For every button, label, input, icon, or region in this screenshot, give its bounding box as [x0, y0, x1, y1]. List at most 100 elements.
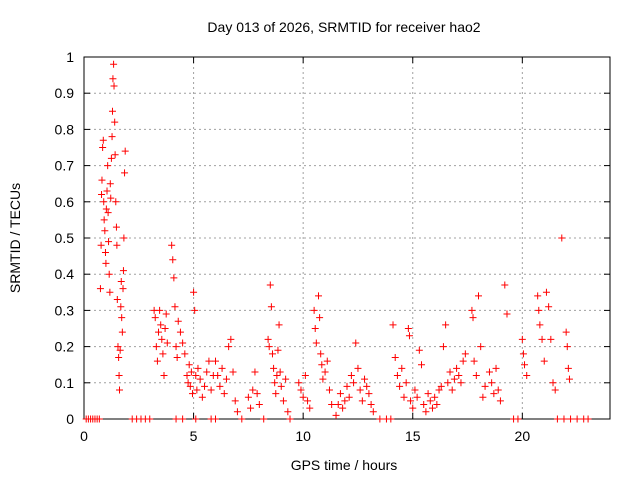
data-point	[551, 386, 559, 394]
data-point	[332, 411, 340, 419]
data-point	[558, 234, 566, 242]
data-point	[431, 393, 439, 401]
data-point	[103, 187, 111, 195]
data-point	[113, 296, 121, 304]
data-point	[112, 223, 120, 231]
data-point	[453, 364, 461, 372]
chart-title: Day 013 of 2026, SRMTID for receiver hao…	[207, 19, 480, 35]
data-point	[301, 372, 309, 380]
data-point	[323, 357, 331, 365]
data-point	[317, 350, 325, 358]
data-point	[168, 241, 176, 249]
data-point	[216, 382, 224, 390]
data-point	[170, 274, 178, 282]
data-point	[207, 386, 215, 394]
data-point	[174, 317, 182, 325]
data-point	[260, 415, 268, 423]
data-point	[108, 133, 116, 141]
data-point	[114, 343, 122, 351]
data-point	[190, 288, 198, 296]
data-point	[201, 382, 209, 390]
data-point	[163, 339, 171, 347]
data-point	[231, 397, 239, 405]
data-point	[409, 404, 417, 412]
data-point	[420, 401, 428, 409]
data-point	[407, 397, 415, 405]
x-tick-label: 10	[295, 428, 311, 444]
data-point	[306, 404, 314, 412]
data-point	[169, 256, 177, 264]
data-point	[267, 303, 275, 311]
data-point	[396, 382, 404, 390]
data-point	[184, 379, 192, 387]
data-point	[404, 325, 412, 332]
data-point	[253, 390, 261, 398]
data-point	[584, 415, 592, 423]
data-point	[98, 191, 106, 199]
x-tick-label: 20	[515, 428, 531, 444]
data-point	[251, 368, 259, 376]
data-point	[479, 393, 487, 401]
data-point	[503, 310, 511, 318]
data-point	[540, 357, 548, 365]
data-point	[111, 118, 119, 126]
data-point	[485, 368, 493, 376]
data-point	[276, 368, 284, 376]
data-point	[391, 353, 399, 361]
data-point	[549, 379, 557, 387]
data-point	[345, 393, 353, 401]
data-point	[116, 346, 124, 354]
data-point	[222, 375, 230, 383]
y-tick-label: 0.4	[55, 266, 75, 282]
data-point	[433, 401, 441, 409]
data-point	[106, 288, 114, 296]
data-point	[304, 397, 312, 405]
data-point	[101, 248, 109, 256]
data-point	[193, 386, 201, 394]
data-point	[249, 386, 257, 394]
data-point	[367, 401, 375, 409]
data-point	[183, 372, 191, 380]
data-point	[339, 404, 347, 412]
y-tick-label: 0.5	[55, 230, 75, 246]
y-tick-label: 0.1	[55, 375, 75, 391]
x-tick-label: 15	[405, 428, 421, 444]
data-point	[117, 303, 125, 311]
data-point	[400, 393, 408, 401]
data-point	[152, 343, 160, 351]
data-point	[389, 321, 397, 329]
data-point	[316, 314, 324, 322]
data-point	[444, 379, 452, 387]
data-point	[415, 346, 423, 354]
data-point	[318, 361, 326, 369]
data-point	[295, 379, 303, 387]
data-point	[459, 357, 467, 365]
data-point	[450, 375, 458, 383]
data-point	[435, 386, 443, 394]
data-point	[191, 306, 199, 314]
data-point	[212, 415, 219, 423]
data-point	[328, 401, 336, 409]
data-point	[376, 415, 384, 423]
data-point	[470, 357, 478, 365]
data-point	[297, 386, 305, 394]
data-point	[565, 375, 573, 383]
y-tick-label: 0.2	[55, 339, 75, 355]
data-point	[424, 390, 432, 398]
data-point	[274, 346, 282, 354]
data-point	[220, 390, 228, 398]
data-point	[347, 372, 355, 380]
data-point	[104, 209, 112, 217]
data-point	[100, 198, 108, 206]
data-point	[188, 390, 196, 398]
grid	[84, 57, 610, 419]
data-point	[99, 144, 107, 151]
data-point	[118, 328, 126, 336]
data-point	[363, 382, 371, 390]
data-point	[448, 386, 456, 394]
data-point	[198, 393, 206, 401]
data-point	[187, 368, 195, 376]
data-point	[518, 335, 526, 343]
data-point	[153, 357, 161, 365]
